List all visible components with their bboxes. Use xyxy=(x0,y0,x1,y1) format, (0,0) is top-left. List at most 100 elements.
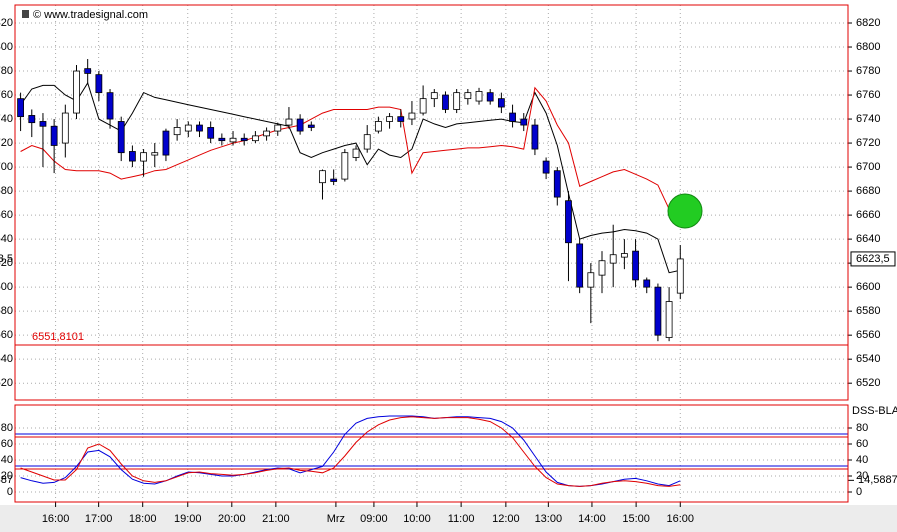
candle-body xyxy=(542,160,550,174)
y-tick-label: 6580 xyxy=(856,305,880,317)
last-value-label: 14,5887 xyxy=(858,474,897,486)
candle-body xyxy=(61,112,69,144)
y-tick-label-left: 6680 xyxy=(0,185,13,197)
candle-body xyxy=(654,286,662,336)
candle-body xyxy=(565,200,572,244)
candle-body xyxy=(587,272,595,288)
y-tick-label-left: 6760 xyxy=(0,89,13,101)
x-tick-label: 19:00 xyxy=(174,513,202,525)
candle-body xyxy=(285,118,293,126)
y-tick-label: 6600 xyxy=(856,281,880,293)
x-axis-strip xyxy=(0,505,897,532)
candle-body xyxy=(408,112,416,120)
candle-body xyxy=(151,152,159,156)
candle-body xyxy=(352,148,360,158)
y-tick-label-left: 80 xyxy=(1,422,13,434)
y-tick-label-left: 6820 xyxy=(0,17,13,29)
candle-body xyxy=(374,121,382,132)
candle-body xyxy=(251,135,259,142)
y-tick-label-left: 6580 xyxy=(0,305,13,317)
y-tick-label: 6560 xyxy=(856,329,880,341)
logo-icon xyxy=(22,10,29,18)
candle-body xyxy=(486,92,494,102)
candle-body xyxy=(464,92,472,100)
candle-body xyxy=(632,250,639,281)
candle-body xyxy=(140,152,147,162)
y-tick-label-left: 0 xyxy=(7,486,13,498)
candle-body xyxy=(341,152,349,180)
candle-body xyxy=(509,112,516,122)
candle-body xyxy=(184,124,192,132)
y-tick-label-left: 40 xyxy=(1,454,13,466)
candle-body xyxy=(240,137,248,142)
x-tick-label: 13:00 xyxy=(535,513,563,525)
x-tick-label: 17:00 xyxy=(85,513,113,525)
candle-body xyxy=(553,170,561,198)
osc-title: DSS-BLA xyxy=(852,405,897,417)
x-tick-label: 14:00 xyxy=(578,513,606,525)
y-tick-label-left: 6540 xyxy=(0,353,13,365)
y-tick-label: 60 xyxy=(856,438,868,450)
candle-body xyxy=(520,118,528,126)
last-value-label: 6623,5 xyxy=(856,253,890,265)
candle-body xyxy=(106,92,114,120)
candle-body xyxy=(576,243,584,288)
y-tick-label-left: 6660 xyxy=(0,209,13,221)
y-tick-label: 6680 xyxy=(856,185,880,197)
y-tick-label-left: 60 xyxy=(1,438,13,450)
x-tick-label: 09:00 xyxy=(360,513,388,525)
main-panel-frame xyxy=(14,4,849,401)
candle-body xyxy=(453,92,461,110)
x-tick-label: 16:00 xyxy=(42,513,70,525)
candle-body xyxy=(665,301,673,338)
candle-body xyxy=(475,91,483,102)
y-tick-label-left: 6520 xyxy=(0,377,13,389)
y-tick-label: 40 xyxy=(856,454,868,466)
y-tick-label-left: 6740 xyxy=(0,113,13,125)
x-tick-label: 12:00 xyxy=(492,513,520,525)
candle-body xyxy=(430,92,438,100)
signal-marker xyxy=(667,193,703,229)
indicator-line xyxy=(20,416,681,487)
y-tick-label: 6700 xyxy=(856,161,880,173)
candle-body xyxy=(28,115,36,124)
watermark: © www.tradesignal.com xyxy=(33,9,148,21)
y-tick-label: 0 xyxy=(856,486,862,498)
y-tick-label-left: 6560 xyxy=(0,329,13,341)
x-tick-label: 10:00 xyxy=(403,513,431,525)
x-tick-label: 16:00 xyxy=(667,513,695,525)
y-tick-label-left: 6720 xyxy=(0,137,13,149)
y-tick-label: 6720 xyxy=(856,137,880,149)
candle-body xyxy=(330,178,338,182)
candle-body xyxy=(173,127,181,136)
y-tick-label: 6780 xyxy=(856,65,880,77)
candle-body xyxy=(620,253,628,258)
x-tick-label: Mrz xyxy=(327,513,345,525)
candle-body xyxy=(50,125,58,146)
reference-label: 6551,8101 xyxy=(32,331,84,343)
candle-body xyxy=(363,134,371,150)
candle-body xyxy=(117,121,125,154)
candle-body xyxy=(307,124,315,128)
candle-body xyxy=(397,116,405,122)
candle-body xyxy=(17,98,24,118)
y-tick-label: 6640 xyxy=(856,233,880,245)
candle-body xyxy=(39,121,47,127)
x-tick-label: 11:00 xyxy=(448,513,475,525)
candle-body xyxy=(73,70,80,114)
y-tick-label: 6520 xyxy=(856,377,880,389)
candle-body xyxy=(609,254,617,264)
y-tick-label-left: 6600 xyxy=(0,281,13,293)
candle-body xyxy=(218,137,226,142)
y-tick-label-left: 6640 xyxy=(0,233,13,245)
candle-body xyxy=(497,98,505,108)
x-tick-label: 15:00 xyxy=(622,513,650,525)
last-value-label-left: 6623,5 xyxy=(0,253,13,265)
candle-body xyxy=(95,74,103,94)
y-tick-label-left: 6800 xyxy=(0,41,13,53)
y-tick-label: 6540 xyxy=(856,353,880,365)
x-tick-label: 20:00 xyxy=(218,513,246,525)
y-tick-label: 6740 xyxy=(856,113,880,125)
candle-body xyxy=(386,116,393,122)
